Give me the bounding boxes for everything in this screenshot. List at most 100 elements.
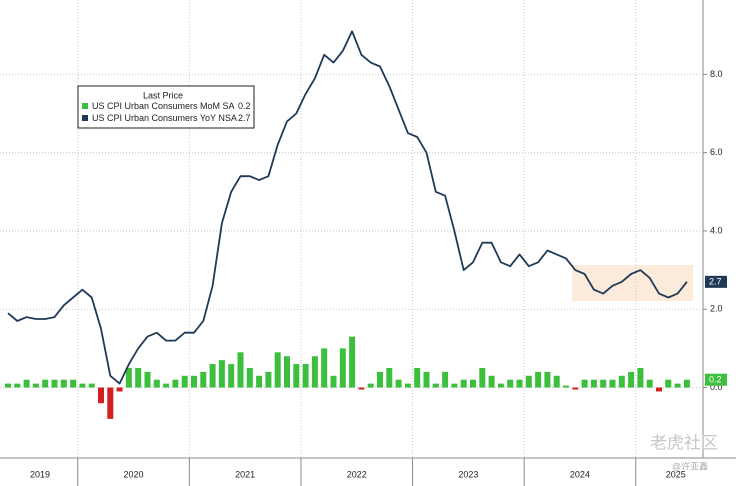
bar [14,383,21,388]
bar [637,367,644,388]
bar [488,375,495,388]
bar [386,367,393,388]
bar [451,383,458,388]
bar [60,379,67,388]
value-tag-label: 0.2 [709,375,722,385]
x-tick-label: 2021 [235,469,255,479]
bar [349,336,356,388]
bar [163,383,170,388]
bar [609,379,616,388]
legend-swatch [82,103,88,109]
bar [153,379,160,388]
bar [497,383,504,388]
bar [42,379,49,388]
x-tick-label: 2024 [570,469,590,479]
bar [321,348,328,388]
bar [618,375,625,388]
bar [665,379,672,388]
bar [246,367,253,388]
bar [358,387,365,390]
bar [218,360,225,388]
bar [200,371,207,388]
bar [395,379,402,388]
y-tick-label: 2.0 [710,304,723,314]
watermark-author: @许亚鑫 [672,460,708,471]
bar [23,379,30,388]
bar [404,383,411,388]
bar [674,383,681,388]
bar [516,379,523,388]
bar [377,371,383,388]
bar [525,375,532,388]
bar [32,383,39,388]
bar [563,385,569,388]
legend-label: US CPI Urban Consumers MoM SA [92,101,235,111]
legend-title: Last Price [143,90,183,100]
bar [293,364,300,388]
bar [460,379,467,388]
bar [125,367,132,388]
bar [98,387,104,404]
bar [88,383,95,388]
bar [432,383,439,388]
watermark: 老虎社区 [650,433,718,452]
bar [656,387,662,392]
bar [284,356,290,388]
x-tick-label: 2020 [124,469,144,479]
y-tick-label: 0.0 [710,382,723,392]
x-tick-label: 2022 [347,469,367,479]
bar [209,364,216,388]
bar [339,348,346,388]
bar [256,375,263,388]
y-tick-label: 8.0 [710,69,723,79]
bar [683,379,690,388]
bar [181,375,188,388]
value-tag-label: 2.7 [709,277,722,287]
legend-swatch [82,115,88,121]
bar [70,379,77,388]
bar [479,367,486,388]
bar [628,371,635,388]
bar [414,367,421,388]
x-tick-label: 2019 [30,469,50,479]
bar [191,375,197,388]
bar [581,379,588,388]
bar [79,383,86,388]
bar [507,379,514,388]
legend-label: US CPI Urban Consumers YoY NSA [92,113,237,123]
bar [600,379,607,388]
bar [5,383,11,388]
bar [311,356,318,388]
bar [553,375,560,388]
bar [135,367,142,388]
bar [535,371,542,388]
line [7,30,688,385]
legend-box [77,85,255,129]
legend-value: 0.2 [238,101,251,111]
bar [107,387,114,419]
bar [172,379,179,388]
bar [330,375,337,388]
y-tick-label: 6.0 [710,147,723,157]
bar [590,379,597,388]
bar [228,364,235,388]
bar [423,371,430,388]
x-tick-label: 2023 [458,469,478,479]
bar [116,387,123,392]
bar [144,371,151,388]
bar [274,352,281,388]
value-tag [705,275,727,288]
bar [265,371,272,388]
bar [367,383,374,388]
legend-value: 2.7 [238,113,251,123]
bar [237,352,244,388]
bar [544,371,551,388]
bar [470,379,476,388]
bar [646,379,653,388]
legend: Last Price US CPI Urban Consumers MoM SA… [77,85,255,129]
bar [51,379,58,388]
x-tick-label: 2025 [666,469,686,479]
bar [302,364,309,388]
